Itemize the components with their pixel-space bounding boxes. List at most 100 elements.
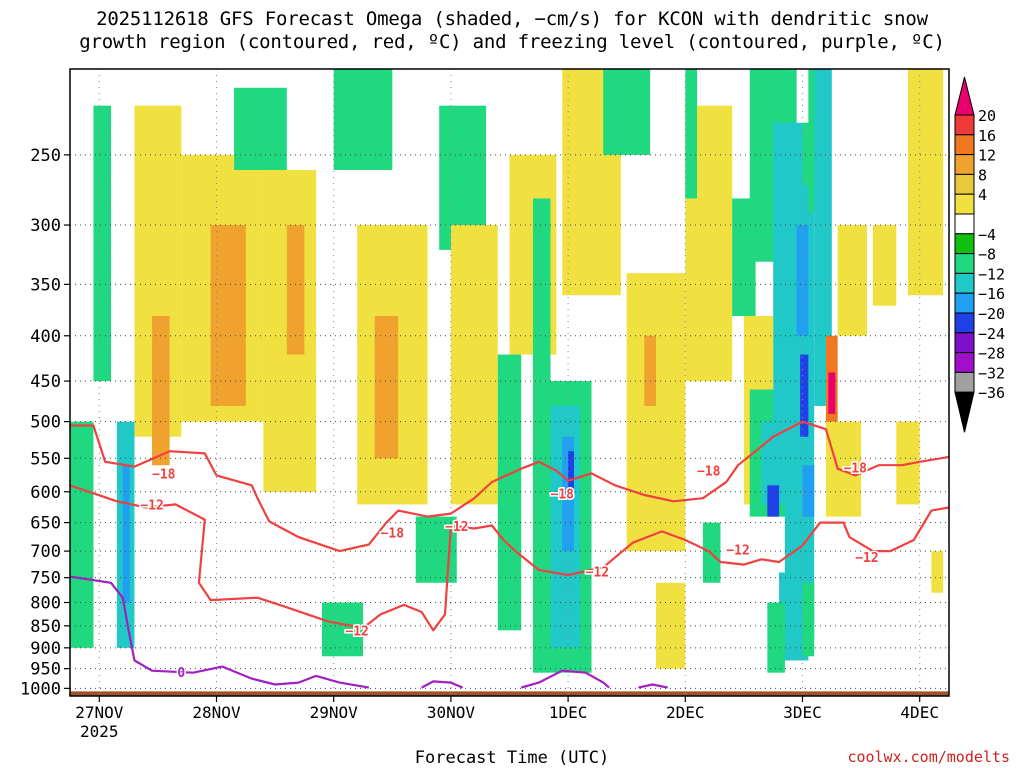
omega-cell-56 (872, 225, 897, 306)
contour-0c (520, 669, 610, 689)
omega-cell-59 (919, 139, 944, 250)
colorbar-label-5: −4 (978, 226, 996, 244)
contour-label-11: 0 (177, 666, 185, 681)
colorbar-label-1: 16 (978, 127, 996, 145)
y-tick-label-450: 450 (30, 372, 61, 392)
colorbar-label-3: 8 (978, 166, 987, 184)
contour-label-10: −12 (855, 551, 878, 566)
contour-label-2: −18 (381, 527, 405, 542)
colorbar-legend: 20 16 128 4 −4 −8−12 −16 −20 −24 −28−32 −36 (954, 76, 1005, 433)
omega-cell-43 (796, 225, 809, 336)
colorbar-segment-6 (954, 233, 975, 255)
x-tick-label-2DEC: 2DEC (666, 703, 705, 722)
y-tick-label-650: 650 (30, 514, 61, 534)
y-tick-label-950: 950 (30, 660, 61, 680)
y-tick-label-850: 850 (30, 617, 61, 637)
omega-cell-11 (321, 602, 363, 657)
colorbar-segment-0 (954, 114, 975, 136)
colorbar-segment-11 (954, 332, 975, 354)
contour-label-3: −12 (445, 520, 468, 535)
contour-label-9: −18 (843, 461, 867, 476)
omega-cell-45 (802, 465, 815, 517)
omega-cell-33 (685, 69, 698, 199)
colorbar-segment-7 (954, 253, 975, 274)
omega-cell-53 (828, 372, 836, 414)
colorbar-label-13: −36 (978, 384, 1005, 402)
omega-cell-17 (450, 225, 498, 505)
omega-cell-8 (234, 87, 287, 170)
colorbar-label-10: −24 (978, 325, 1005, 343)
colorbar-segment-12 (954, 352, 975, 373)
colorbar-segment-13 (954, 371, 975, 393)
y-tick-label-400: 400 (30, 327, 61, 347)
colorbar-bottom-arrow (954, 391, 975, 433)
omega-cell-14 (374, 316, 399, 459)
colorbar-top-arrow (954, 76, 975, 116)
omega-cell-40 (767, 485, 780, 517)
omega-cell-10 (286, 225, 305, 355)
colorbar-label-12: −32 (978, 364, 1005, 382)
y-axis: 2503003504004505005506006507007508008509… (20, 146, 70, 699)
omega-cell-55 (837, 225, 867, 336)
ground-layer (70, 691, 949, 696)
chart-title-line-1: 2025112618 GFS Forecast Omega (shaded, −… (96, 8, 928, 30)
y-tick-label-350: 350 (30, 275, 61, 295)
contour-label-4: −12 (345, 624, 368, 639)
contour-layer (70, 420, 949, 689)
omega-cell-3 (93, 105, 112, 382)
colorbar-segment-8 (954, 272, 975, 294)
omega-cell-12 (333, 69, 393, 170)
contour-label-5: −18 (550, 488, 574, 503)
y-tick-label-500: 500 (30, 413, 61, 433)
colorbar-segment-1 (954, 134, 975, 156)
omega-cell-24 (532, 198, 551, 382)
colorbar-segment-3 (954, 173, 975, 195)
contour-label-8: −12 (726, 543, 749, 558)
contour-label-7: −18 (697, 465, 721, 480)
omega-cell-54 (825, 421, 862, 517)
omega-cell-29 (626, 273, 686, 552)
x-tick-label-28NOV: 28NOV (192, 703, 241, 722)
colorbar-label-6: −8 (978, 246, 996, 264)
y-tick-label-550: 550 (30, 449, 61, 469)
contour-0d (638, 683, 668, 689)
y-tick-label-900: 900 (30, 639, 61, 659)
x-tick-sublabel-year: 2025 (80, 722, 119, 741)
omega-cell-7 (210, 225, 246, 406)
contour-minus18 (70, 420, 949, 553)
colorbar-segment-9 (954, 292, 975, 314)
colorbar-segment-10 (954, 312, 975, 334)
omega-cell-49 (767, 602, 785, 673)
x-axis-title: Forecast Time (UTC) (414, 748, 610, 768)
chart-title-line-2: growth region (contoured, red, ºC) and f… (79, 31, 945, 53)
contour-label-6: −12 (586, 565, 609, 580)
y-tick-label-600: 600 (30, 483, 61, 503)
ground-fill (70, 691, 949, 696)
colorbar-label-7: −12 (978, 265, 1005, 283)
omega-cell-30 (644, 335, 656, 406)
colorbar-label-11: −28 (978, 345, 1005, 363)
omega-cell-51 (814, 69, 832, 406)
contour-label-1: −12 (140, 498, 163, 513)
y-tick-label-800: 800 (30, 594, 61, 614)
contour-0 (70, 575, 370, 689)
colorbar-label-8: −16 (978, 285, 1005, 303)
x-tick-label-3DEC: 3DEC (783, 703, 822, 722)
gridlines (70, 69, 949, 696)
omega-shading-layer (70, 69, 944, 673)
omega-cell-28 (603, 69, 651, 155)
colorbar-label-4: 4 (978, 186, 987, 204)
colorbar-segment-5 (954, 213, 975, 235)
omega-cell-60 (931, 551, 944, 593)
x-tick-label-29NOV: 29NOV (310, 703, 359, 722)
colorbar-label-2: 12 (978, 147, 996, 165)
omega-cell-5 (152, 316, 170, 466)
omega-cell-0 (70, 421, 94, 648)
contour-minus12 (70, 484, 949, 632)
y-tick-label-250: 250 (30, 146, 61, 166)
x-tick-label-27NOV: 27NOV (75, 703, 124, 722)
contour-labels: −18 −12 −18 −12 −12 −18 −12 −18 −12 −18 −12 0 (139, 460, 880, 683)
omega-cell-44 (800, 354, 809, 437)
